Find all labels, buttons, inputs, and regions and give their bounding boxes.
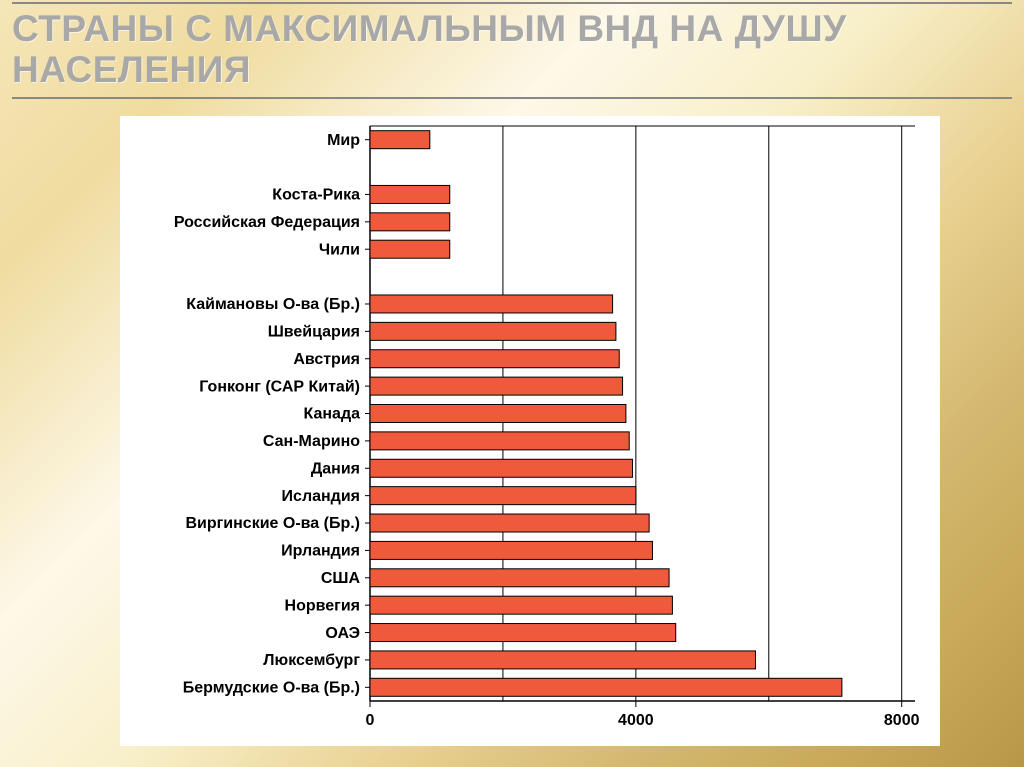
category-label: ОАЭ xyxy=(325,625,360,642)
slide-title: Страны с максимальным ВНД на душу населе… xyxy=(12,8,1012,91)
bar xyxy=(370,459,633,477)
bar xyxy=(370,185,450,203)
bar xyxy=(370,405,626,423)
category-label: Канада xyxy=(304,406,361,423)
title-rule-top xyxy=(12,2,1012,4)
slide-root: Страны с максимальным ВНД на душу населе… xyxy=(0,0,1024,767)
bar xyxy=(370,295,613,313)
chart-area: Мир Коста-Рика Российская Федерация Чили Кай… xyxy=(120,116,940,746)
bar xyxy=(370,213,450,231)
title-rule-bottom xyxy=(12,97,1012,99)
bar xyxy=(370,350,619,368)
category-label: Гонконг (САР Китай) xyxy=(199,378,360,395)
bar xyxy=(370,514,649,532)
category-label: Люксембург xyxy=(263,652,360,669)
bar xyxy=(370,377,623,395)
bar xyxy=(370,322,616,340)
bar xyxy=(370,651,755,669)
category-label: Австрия xyxy=(293,351,360,368)
bar xyxy=(370,541,652,559)
category-label: Бермудские О-ва (Бр.) xyxy=(183,680,360,697)
bar xyxy=(370,569,669,587)
category-label: Российская Федерация xyxy=(174,214,360,231)
bar xyxy=(370,432,629,450)
category-label: Исландия xyxy=(282,488,360,505)
category-label: Норвегия xyxy=(285,597,360,614)
bar xyxy=(370,240,450,258)
bar xyxy=(370,624,676,642)
x-tick-label: 8000 xyxy=(884,712,920,729)
bar-chart: Мир Коста-Рика Российская Федерация Чили Кай… xyxy=(120,116,940,746)
category-label: США xyxy=(321,570,361,587)
title-block: Страны с максимальным ВНД на душу населе… xyxy=(12,2,1012,102)
category-label: Дания xyxy=(311,460,360,477)
x-tick-label: 0 xyxy=(366,712,375,729)
category-label: Мир xyxy=(327,132,360,149)
bar xyxy=(370,596,672,614)
category-label: Виргинские О-ва (Бр.) xyxy=(185,515,360,532)
category-label: Коста-Рика xyxy=(272,187,360,204)
x-tick-label: 4000 xyxy=(618,712,654,729)
bar xyxy=(370,487,636,505)
category-label: Ирландия xyxy=(281,543,360,560)
category-label: Швейцария xyxy=(268,324,360,341)
bar xyxy=(370,678,842,696)
category-label: Сан-Марино xyxy=(263,433,360,450)
category-label: Каймановы О-ва (Бр.) xyxy=(186,296,360,313)
bar xyxy=(370,131,430,149)
category-label: Чили xyxy=(319,241,360,258)
